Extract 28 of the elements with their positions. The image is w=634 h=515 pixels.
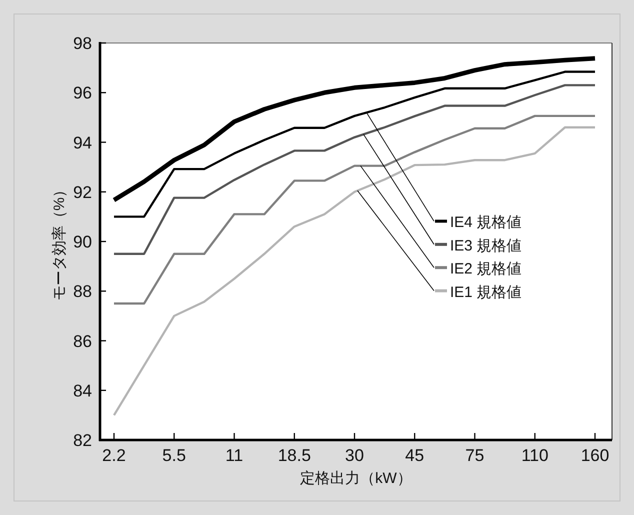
legend-label: IE4 規格値 [450,214,522,232]
x-tick-label: 11 [225,446,244,465]
y-tick-label: 88 [73,282,92,302]
y-tick-label: 98 [73,34,92,53]
x-tick-label: 160 [580,446,610,465]
x-tick-label: 2.2 [102,446,126,465]
y-tick-label: 90 [73,232,92,252]
line-series [112,84,596,256]
x-tick-label: 110 [521,446,548,465]
y-tick-label: 84 [73,381,92,400]
x-tick-label: 30 [345,446,364,465]
x-tick-label: 75 [465,446,484,465]
legend-label: IE1 規格値 [450,284,522,301]
y-tick-label: 86 [73,332,92,351]
y-tick-label: 94 [73,133,92,152]
y-tick-label: 82 [73,431,92,450]
y-axis-title: モータ効率（%） [51,182,68,301]
legend-label: IE2 規格値 [450,260,522,278]
y-tick-label: 96 [73,84,92,103]
y-tick-label: 92 [73,182,92,202]
x-tick-label: 45 [405,446,424,465]
line-series [112,126,596,416]
line-series [112,56,598,202]
x-tick-label: 5.5 [162,446,186,465]
line-series [112,114,596,305]
legend-label: IE3 規格値 [450,237,522,254]
x-axis-title: 定格出力（kW） [300,470,412,487]
x-tick-label: 18.5 [278,446,311,465]
